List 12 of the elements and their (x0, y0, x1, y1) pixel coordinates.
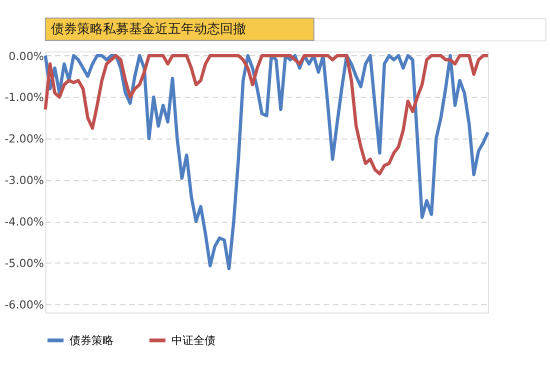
legend-label: 中证全债 (171, 334, 216, 348)
y-tick-label: -4.00% (4, 216, 44, 229)
legend-label: 债券策略 (69, 334, 114, 348)
y-tick-label: -6.00% (4, 298, 44, 312)
line-series (44, 54, 490, 176)
y-tick-label: -2.00% (4, 132, 44, 146)
chart-title: 债券策略私募基金近五年动态回撤 (50, 22, 246, 37)
line-series (44, 54, 490, 270)
y-tick-label: -1.00% (4, 91, 44, 104)
y-tick-label: -5.00% (4, 257, 44, 270)
y-tick-label: -3.00% (4, 174, 44, 188)
y-tick-label: 0.00% (8, 50, 44, 63)
